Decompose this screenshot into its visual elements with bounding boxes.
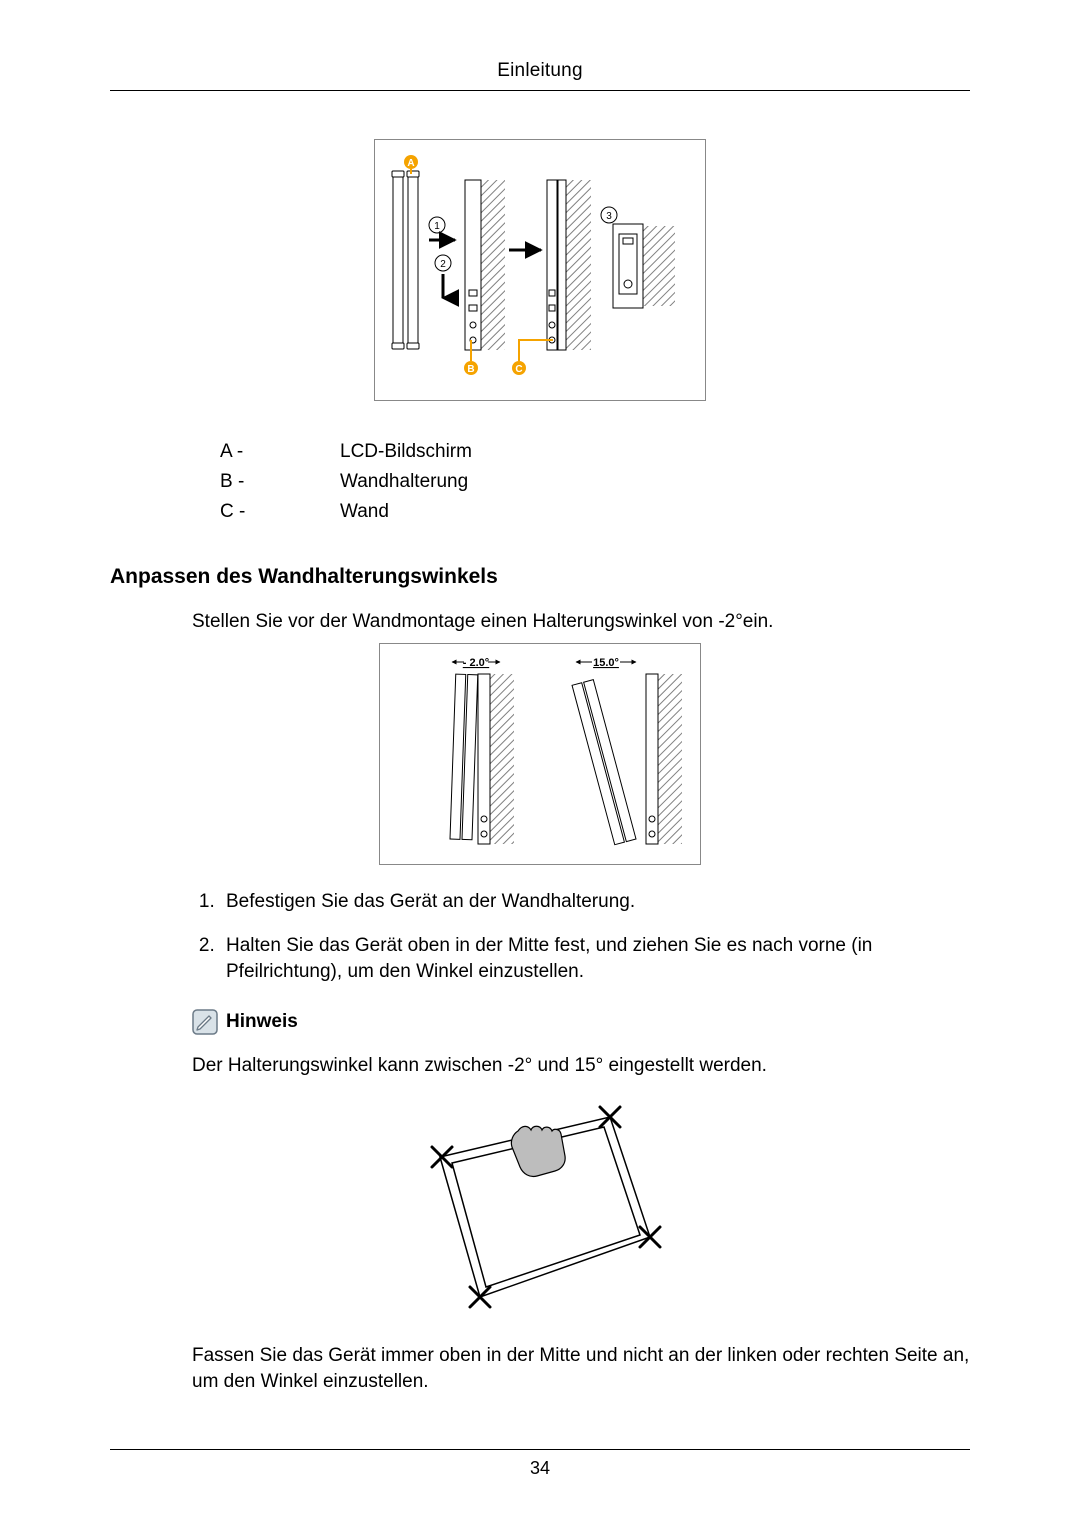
step-circle-1: 1 xyxy=(434,221,440,232)
step-circle-2: 2 xyxy=(440,259,446,270)
step-2: Halten Sie das Gerät oben in der Mitte f… xyxy=(220,933,970,985)
hinweis-label: Hinweis xyxy=(226,1011,298,1033)
badge-b-label: B xyxy=(467,364,474,375)
page-footer: 34 xyxy=(110,1449,970,1479)
page: Einleitung xyxy=(0,0,1080,1527)
step-1: Befestigen Sie das Gerät an der Wandhalt… xyxy=(220,889,970,915)
running-head: Einleitung xyxy=(110,60,970,91)
figure-legend: A - LCD-Bildschirm B - Wandhalterung C -… xyxy=(220,437,970,527)
step-circle-3: 3 xyxy=(606,211,612,222)
figure-hold xyxy=(400,1097,680,1317)
page-number: 34 xyxy=(530,1458,550,1478)
hinweis-text: Der Halterungswinkel kann zwischen -2° u… xyxy=(192,1053,970,1079)
section-heading: Anpassen des Wandhalterungswinkels xyxy=(110,565,970,589)
legend-val-a: LCD-Bildschirm xyxy=(340,437,472,467)
hinweis: Hinweis xyxy=(192,1009,970,1035)
legend-val-c: Wand xyxy=(340,497,389,527)
legend-key-c: C - xyxy=(220,497,340,527)
figure-angle: - 2.0° 15.0° xyxy=(379,643,701,865)
badge-c-label: C xyxy=(515,364,522,375)
steps-list: Befestigen Sie das Gerät an der Wandhalt… xyxy=(192,889,970,985)
badge-a-label: A xyxy=(407,158,414,169)
angle-label-right: 15.0° xyxy=(593,657,619,669)
figure-wall-mount: 1 2 3 A B xyxy=(374,139,706,401)
note-icon xyxy=(192,1009,218,1035)
closing-note: Fassen Sie das Gerät immer oben in der M… xyxy=(192,1343,970,1395)
legend-key-a: A - xyxy=(220,437,340,467)
section-intro: Stellen Sie vor der Wandmontage einen Ha… xyxy=(192,609,970,635)
angle-label-left: - 2.0° xyxy=(463,657,489,669)
legend-key-b: B - xyxy=(220,467,340,497)
legend-val-b: Wandhalterung xyxy=(340,467,468,497)
